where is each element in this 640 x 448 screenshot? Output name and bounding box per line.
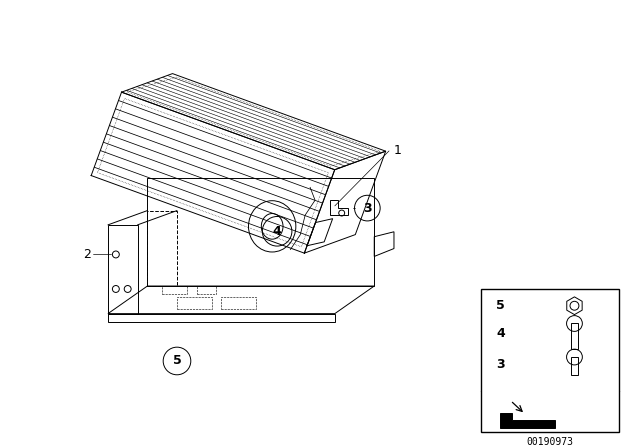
Text: 4: 4 — [273, 225, 282, 238]
Text: 5: 5 — [496, 299, 505, 312]
Bar — [196, 286, 216, 294]
Text: 5: 5 — [173, 354, 181, 367]
Text: 4: 4 — [496, 327, 505, 340]
Text: 00190973: 00190973 — [526, 437, 573, 447]
Text: 2: 2 — [83, 248, 91, 261]
Bar — [221, 297, 256, 309]
Text: 3: 3 — [496, 358, 505, 371]
Text: 3: 3 — [363, 202, 372, 215]
Bar — [570, 357, 579, 375]
Polygon shape — [500, 413, 555, 428]
Text: 1: 1 — [394, 144, 402, 157]
Bar — [162, 286, 187, 294]
Bar — [570, 323, 579, 349]
Bar — [177, 297, 211, 309]
Bar — [481, 289, 619, 432]
